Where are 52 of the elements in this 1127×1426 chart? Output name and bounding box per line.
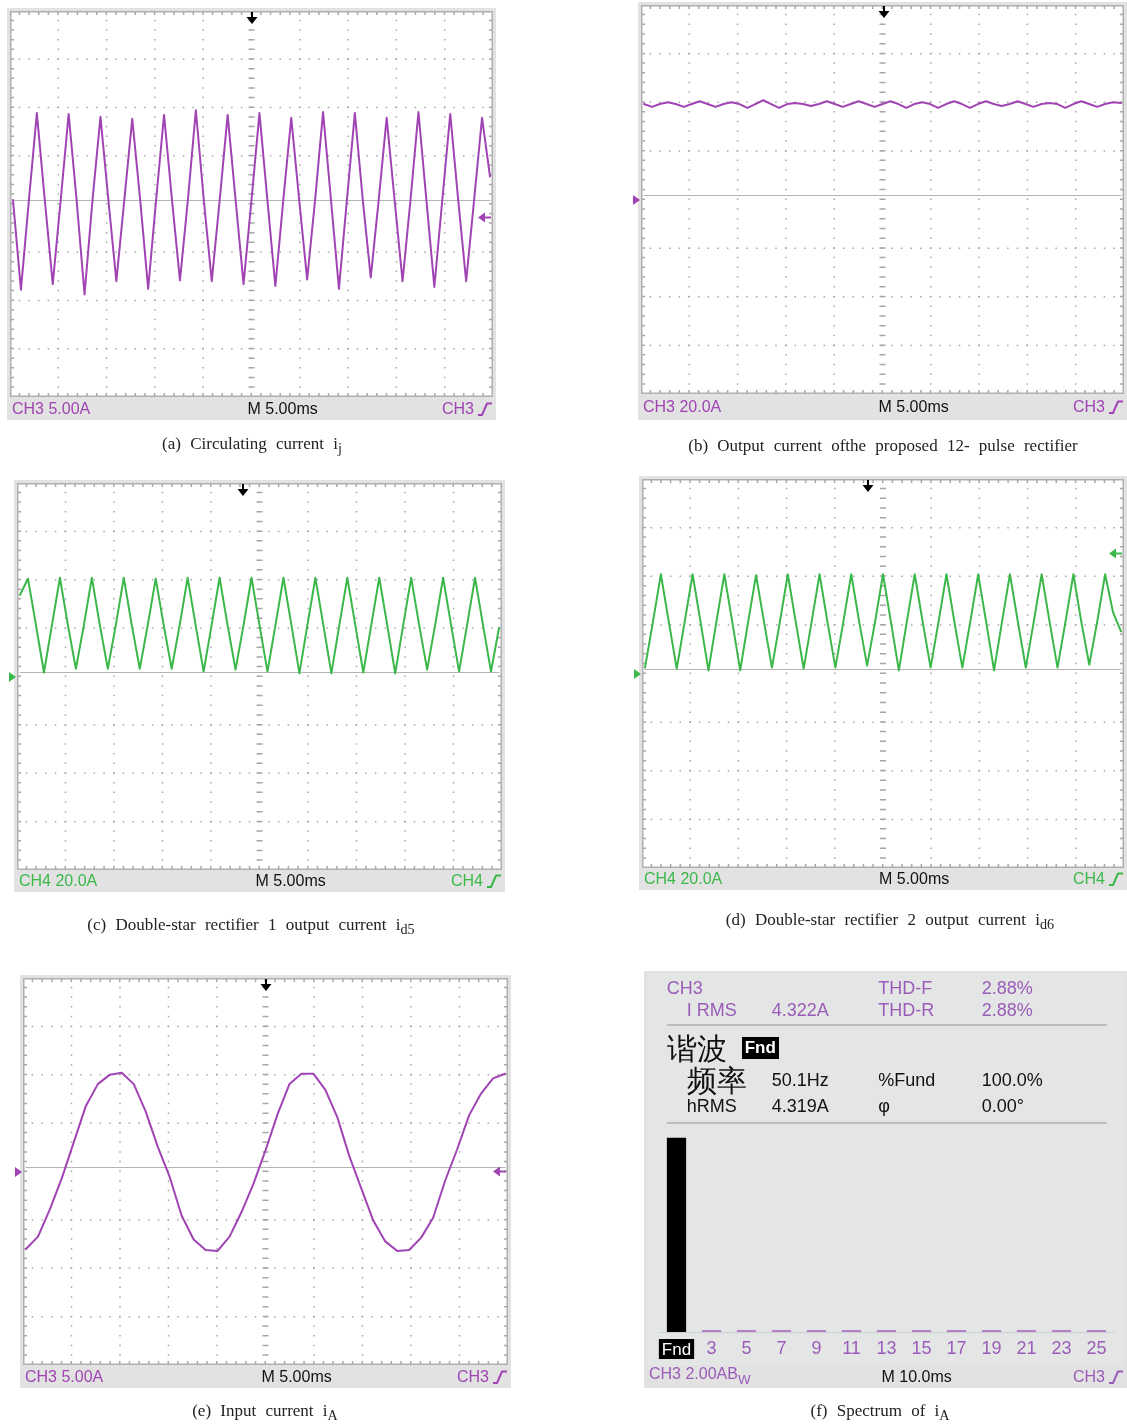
x-tick-label: 11 xyxy=(842,1338,861,1358)
text: %Fund xyxy=(878,1069,936,1091)
x-tick-label: 7 xyxy=(776,1338,787,1358)
x-tick-label: 5 xyxy=(741,1338,752,1358)
x-tick-label: 17 xyxy=(946,1338,967,1358)
text: CH3 2.00AB$_{W}$ xyxy=(649,1364,751,1389)
text: CH3 20.0A xyxy=(643,398,722,416)
text: THD-R xyxy=(878,999,935,1021)
text: 2.88% xyxy=(981,977,1033,999)
text: M 5.00ms xyxy=(878,398,949,416)
text: (f) Spectrum of i$_{A}$ xyxy=(810,1400,950,1426)
text: φ xyxy=(878,1095,890,1117)
text: 4.322A xyxy=(771,999,829,1021)
text: CH4 xyxy=(450,872,483,890)
text: 100.0% xyxy=(981,1069,1043,1091)
text: CH3 xyxy=(441,399,474,418)
text: M 10.0ms xyxy=(881,1367,952,1386)
text: (b) Output current ofthe proposed 12- pulse rectifier xyxy=(688,436,1078,456)
text: M 5.00ms xyxy=(261,1367,332,1386)
text: 2.88% xyxy=(981,999,1033,1021)
text: CH3 5.00A xyxy=(25,1367,104,1386)
text: 0.00° xyxy=(981,1095,1024,1117)
text: CH3 xyxy=(1072,1367,1105,1386)
text: CH4 xyxy=(1072,870,1105,888)
text: CH3 xyxy=(1072,398,1105,416)
text: M 5.00ms xyxy=(247,399,318,418)
text: I RMS xyxy=(686,999,737,1021)
text: CH4 20.0A xyxy=(19,872,98,890)
text: CH4 20.0A xyxy=(644,870,723,888)
text: 50.1Hz xyxy=(771,1069,829,1091)
text: CH3 xyxy=(456,1367,489,1386)
text: (e) Input current i$_{A}$ xyxy=(192,1400,338,1426)
x-tick-label: 23 xyxy=(1051,1338,1072,1358)
x-tick-label: Fnd xyxy=(661,1340,692,1359)
x-tick-label: 21 xyxy=(1016,1338,1037,1358)
x-tick-label: 9 xyxy=(811,1338,822,1358)
x-tick-label: 25 xyxy=(1086,1338,1107,1358)
text: THD-F xyxy=(878,977,933,999)
text: M 5.00ms xyxy=(255,872,326,890)
x-tick-label: 13 xyxy=(876,1338,897,1358)
text: CH3 5.00A xyxy=(12,399,91,418)
text: Fnd xyxy=(741,1037,779,1059)
text: M 5.00ms xyxy=(879,870,950,888)
text: 4.319A xyxy=(771,1095,829,1117)
text: (d) Double-star rectifier 2 output current i$_{d6}$ xyxy=(725,909,1055,935)
text: hRMS xyxy=(686,1095,737,1117)
x-tick-label: 15 xyxy=(911,1338,932,1358)
text: CH3 xyxy=(666,977,703,999)
x-tick-label: 19 xyxy=(981,1338,1002,1358)
x-tick-label: 3 xyxy=(706,1338,717,1358)
text: (c) Double-star rectifier 1 output current i$_{d5}$ xyxy=(87,914,415,940)
text: (a) Circulating current i$_{j}$ xyxy=(162,433,342,459)
